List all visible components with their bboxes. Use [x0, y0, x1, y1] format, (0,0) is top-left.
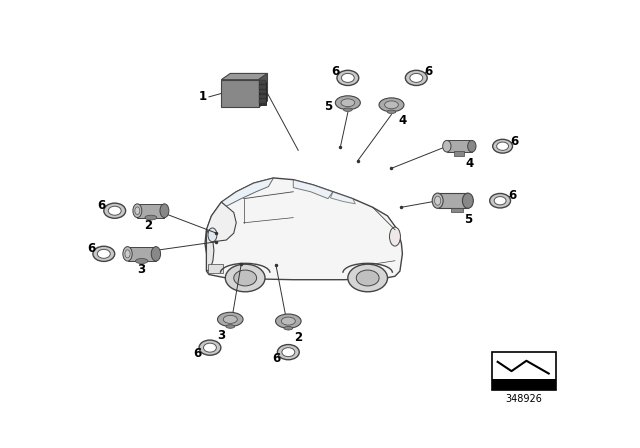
Polygon shape [207, 202, 236, 242]
Ellipse shape [341, 99, 355, 107]
Ellipse shape [443, 140, 451, 152]
Text: 3: 3 [218, 329, 225, 342]
Ellipse shape [135, 207, 140, 215]
Text: 348926: 348926 [506, 394, 542, 404]
Circle shape [493, 139, 513, 153]
Polygon shape [330, 192, 355, 204]
Bar [221, 80, 259, 107]
Text: 6: 6 [87, 242, 95, 255]
Circle shape [93, 246, 115, 262]
Circle shape [234, 270, 257, 286]
Bar [259, 99, 266, 103]
Circle shape [97, 250, 110, 258]
Circle shape [199, 340, 221, 355]
Text: 6: 6 [272, 352, 280, 365]
Ellipse shape [435, 196, 441, 205]
Circle shape [494, 197, 506, 205]
Polygon shape [205, 178, 403, 280]
Ellipse shape [344, 108, 352, 112]
Ellipse shape [390, 227, 401, 246]
Text: 1: 1 [199, 90, 207, 103]
Bar [492, 352, 556, 390]
Circle shape [348, 264, 388, 292]
Text: 2: 2 [294, 331, 302, 344]
Text: 6: 6 [508, 189, 516, 202]
Ellipse shape [160, 204, 169, 218]
Ellipse shape [125, 250, 130, 258]
Ellipse shape [226, 325, 235, 328]
Circle shape [341, 73, 355, 82]
Polygon shape [259, 73, 268, 107]
Bar [138, 204, 164, 218]
Ellipse shape [387, 110, 396, 113]
Bar [259, 82, 266, 105]
Bar [492, 379, 556, 390]
Polygon shape [221, 73, 268, 80]
Circle shape [104, 203, 125, 218]
Ellipse shape [133, 204, 142, 218]
Text: 6: 6 [424, 65, 433, 78]
Ellipse shape [208, 228, 217, 242]
Text: 2: 2 [144, 219, 152, 232]
Ellipse shape [282, 317, 295, 325]
Bar [451, 207, 463, 212]
Ellipse shape [276, 314, 301, 328]
Ellipse shape [335, 96, 360, 110]
Bar [259, 95, 266, 98]
Ellipse shape [151, 247, 161, 261]
Circle shape [282, 348, 295, 357]
Ellipse shape [223, 315, 237, 323]
Bar [259, 85, 266, 89]
Text: 4: 4 [398, 114, 406, 127]
Text: 6: 6 [98, 199, 106, 212]
Circle shape [497, 142, 509, 151]
Ellipse shape [463, 193, 474, 208]
Bar [208, 264, 223, 273]
Text: 6: 6 [193, 347, 201, 360]
Bar [259, 90, 266, 94]
Circle shape [108, 206, 121, 215]
Ellipse shape [385, 101, 398, 109]
Ellipse shape [284, 327, 292, 330]
Polygon shape [293, 180, 333, 198]
Bar [259, 81, 266, 84]
Text: 6: 6 [510, 134, 518, 147]
Ellipse shape [218, 312, 243, 327]
Circle shape [410, 73, 423, 82]
Circle shape [356, 270, 379, 286]
Circle shape [337, 70, 359, 86]
Circle shape [204, 343, 216, 352]
Bar [127, 247, 156, 261]
Circle shape [405, 70, 428, 86]
Circle shape [225, 264, 265, 292]
Ellipse shape [432, 193, 443, 208]
Bar [438, 193, 468, 208]
Polygon shape [221, 178, 273, 206]
Text: 4: 4 [465, 157, 474, 170]
Ellipse shape [468, 140, 476, 152]
Ellipse shape [379, 98, 404, 112]
Polygon shape [207, 230, 214, 271]
Text: 5: 5 [324, 100, 332, 113]
Ellipse shape [145, 215, 157, 220]
Ellipse shape [123, 247, 132, 261]
Bar [454, 151, 464, 156]
Circle shape [490, 194, 511, 208]
Text: 6: 6 [332, 65, 340, 78]
Circle shape [277, 345, 300, 360]
Text: 5: 5 [464, 213, 472, 226]
Ellipse shape [136, 258, 148, 263]
Bar [447, 140, 472, 152]
Text: 3: 3 [137, 263, 145, 276]
